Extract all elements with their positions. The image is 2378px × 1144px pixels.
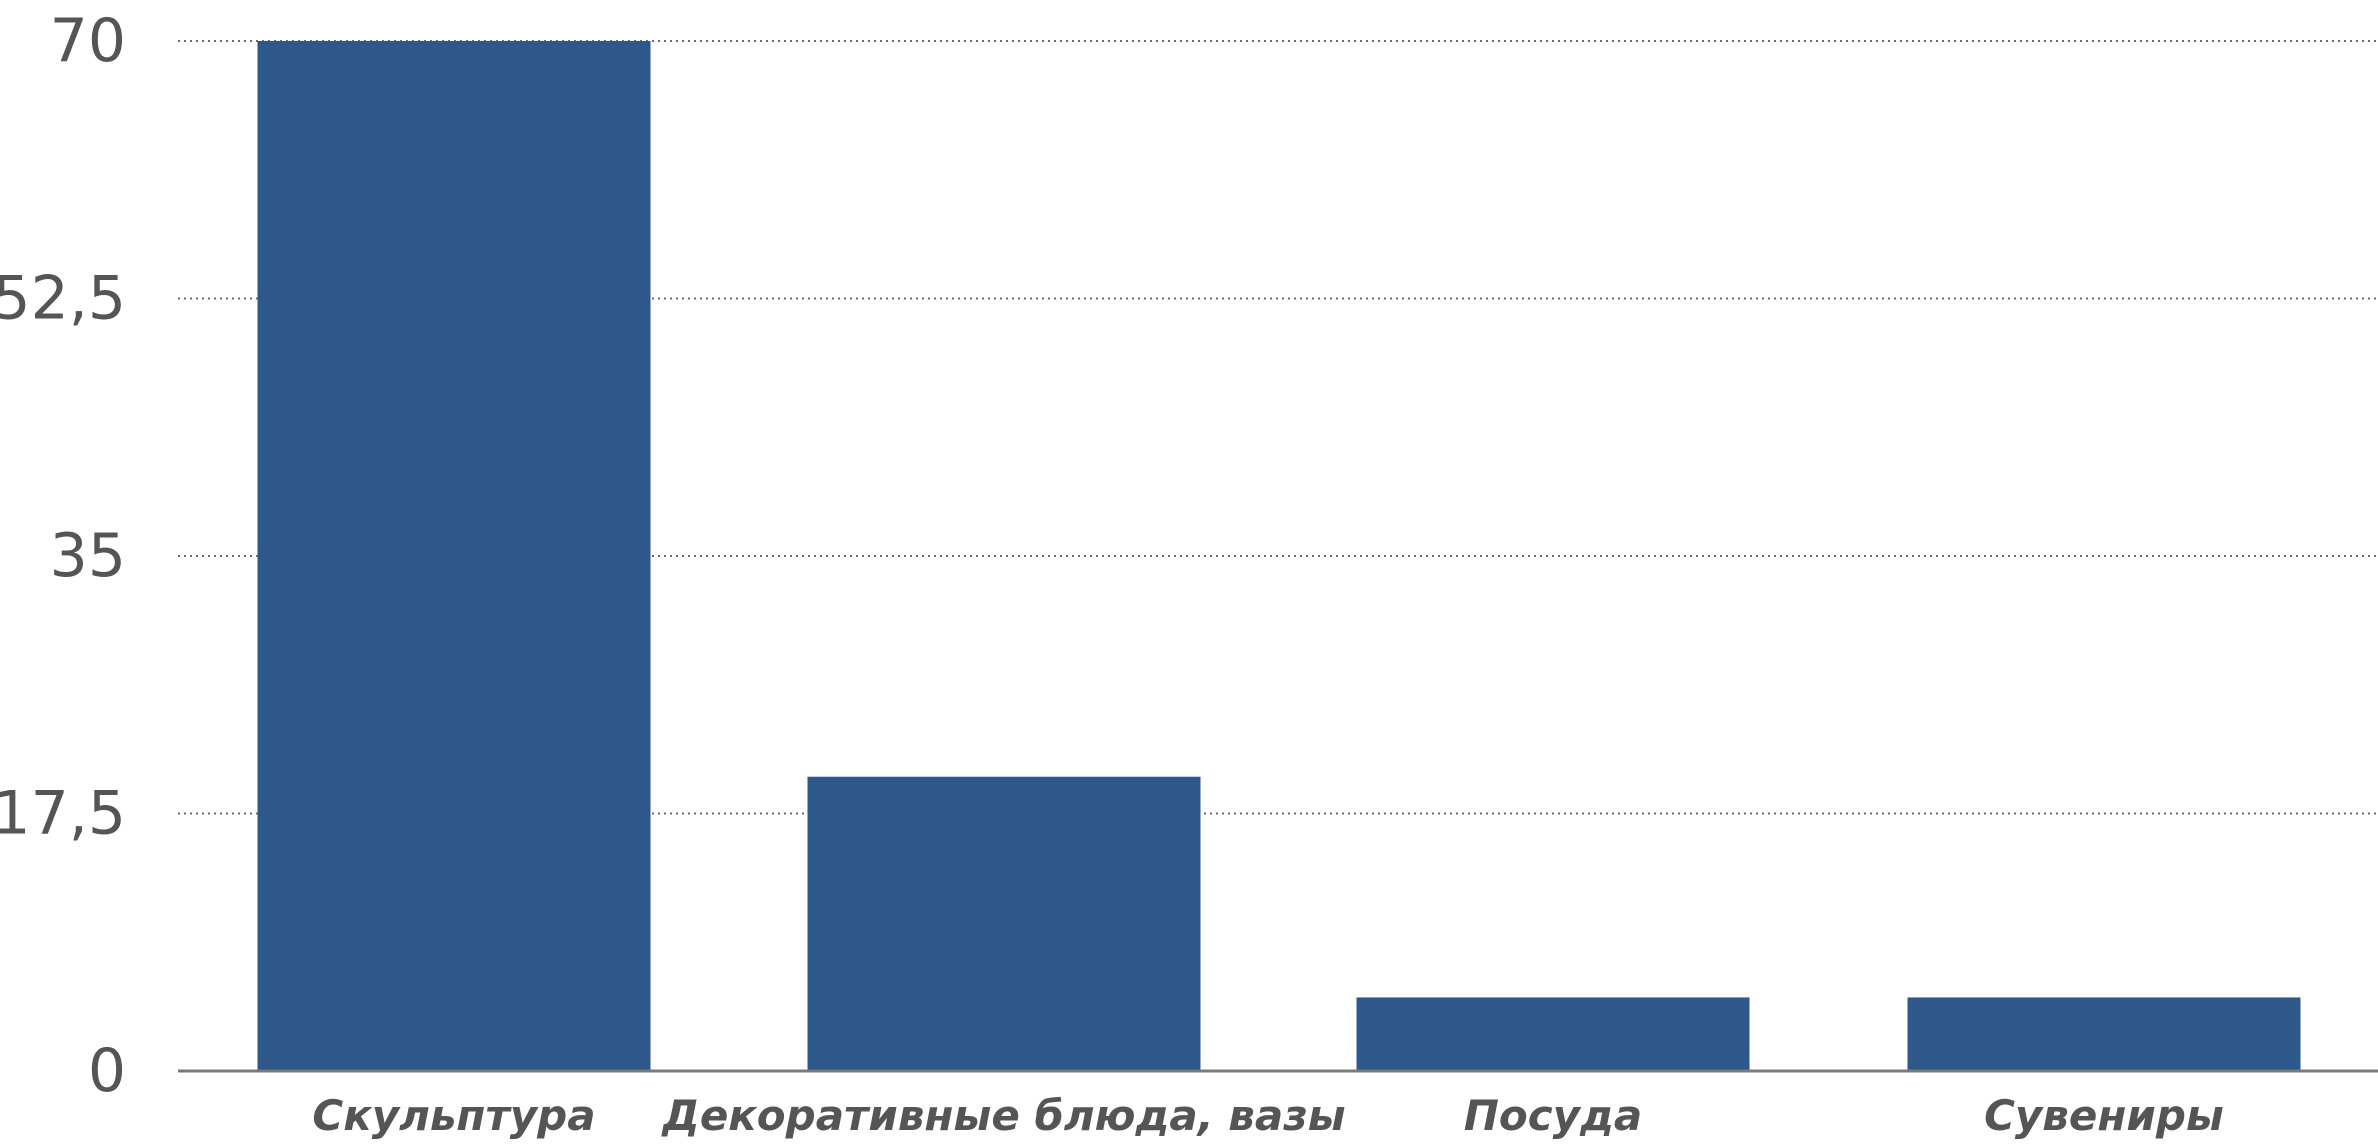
- x-axis-category-labels: Скульптура Декоративные блюда, вазы Посуда…: [312, 1091, 2223, 1140]
- bar: [1356, 997, 1750, 1071]
- x-category-label: Сувениры: [1984, 1091, 2224, 1140]
- x-category-label: Посуда: [1464, 1091, 1643, 1140]
- bars: [257, 41, 2301, 1071]
- y-tick-label: 0: [88, 1036, 126, 1106]
- bar: [807, 776, 1201, 1071]
- bar: [257, 41, 651, 1071]
- y-axis-tick-labels: 0 17,5 35 52,5 70: [0, 6, 126, 1106]
- y-tick-label: 52,5: [0, 264, 126, 334]
- y-tick-label: 35: [50, 521, 126, 591]
- x-category-label: Скульптура: [312, 1091, 595, 1140]
- bar: [1907, 997, 2301, 1071]
- x-category-label: Декоративные блюда, вазы: [660, 1091, 1345, 1140]
- y-tick-label: 70: [50, 6, 126, 76]
- y-tick-label: 17,5: [0, 779, 126, 849]
